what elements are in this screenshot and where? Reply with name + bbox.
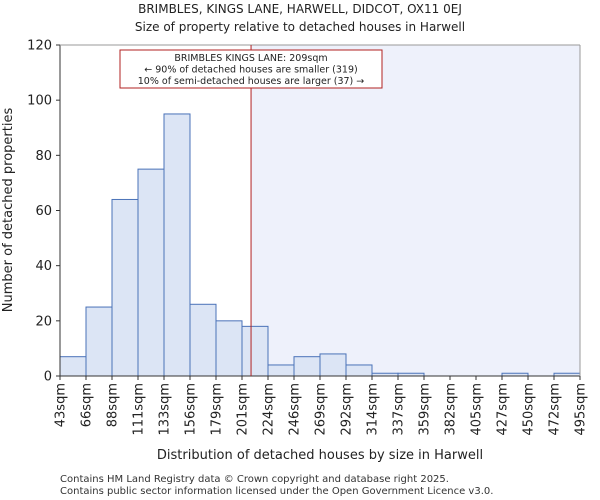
bar xyxy=(163,113,191,377)
x-tick-label: 43sqm xyxy=(54,383,69,427)
bar xyxy=(267,364,295,377)
footer-line-2: Contains public sector information licen… xyxy=(60,486,493,497)
x-tick-label: 201sqm xyxy=(236,383,251,436)
annotation-line-3: 10% of semi-detached houses are larger (… xyxy=(138,76,365,87)
y-tick-label: 100 xyxy=(27,94,52,109)
y-tick-label: 0 xyxy=(44,370,52,385)
x-tick-label: 269sqm xyxy=(314,383,329,436)
x-tick-label: 179sqm xyxy=(210,383,225,436)
plot-area: 0 20 40 60 80 100 120 43sqm 66sqm 88sqm 111sqm 133s… xyxy=(27,39,588,436)
x-tick-label: 359sqm xyxy=(418,383,433,436)
annotation-line-1: BRIMBLES KINGS LANE: 209sqm xyxy=(174,53,327,64)
annotation-box xyxy=(119,49,383,89)
larger-region-shade xyxy=(251,45,581,376)
x-tick-label: 382sqm xyxy=(444,383,459,436)
y-tick-label: 60 xyxy=(35,204,52,219)
bar xyxy=(215,320,243,377)
bar xyxy=(189,303,217,377)
bar xyxy=(85,306,113,377)
x-tick-label: 156sqm xyxy=(184,383,199,436)
x-tick-label: 495sqm xyxy=(574,383,589,436)
x-tick-label: 224sqm xyxy=(262,383,277,436)
x-tick-label: 427sqm xyxy=(496,383,511,436)
x-tick-label: 405sqm xyxy=(470,383,485,436)
bar xyxy=(137,168,165,377)
x-tick-label: 337sqm xyxy=(392,383,407,436)
bar xyxy=(293,356,321,377)
x-tick-label: 133sqm xyxy=(158,383,173,436)
chart-title: BRIMBLES, KINGS LANE, HARWELL, DIDCOT, O… xyxy=(138,2,462,16)
x-tick-label: 314sqm xyxy=(366,383,381,436)
x-tick-label: 246sqm xyxy=(288,383,303,436)
bar xyxy=(345,364,373,377)
y-axis-label: Number of detached properties xyxy=(1,108,16,313)
bar xyxy=(319,353,347,377)
y-tick-label: 120 xyxy=(27,39,52,54)
x-tick-label: 66sqm xyxy=(80,383,95,427)
bar xyxy=(241,325,269,377)
x-tick-label: 111sqm xyxy=(132,383,147,436)
x-tick-label: 472sqm xyxy=(548,383,563,436)
y-tick-label: 40 xyxy=(35,259,52,274)
chart-subtitle: Size of property relative to detached ho… xyxy=(135,20,465,34)
x-tick-label: 450sqm xyxy=(522,383,537,436)
x-tick-label: 292sqm xyxy=(340,383,355,436)
x-axis-label: Distribution of detached houses by size … xyxy=(157,448,483,463)
y-tick-label: 80 xyxy=(35,149,52,164)
y-tick-label: 20 xyxy=(35,314,52,329)
annotation-line-2: ← 90% of detached houses are smaller (31… xyxy=(144,65,357,76)
bar xyxy=(111,198,139,377)
footer-line-1: Contains HM Land Registry data © Crown c… xyxy=(60,474,449,485)
bar xyxy=(59,356,87,377)
x-tick-label: 88sqm xyxy=(106,383,121,427)
